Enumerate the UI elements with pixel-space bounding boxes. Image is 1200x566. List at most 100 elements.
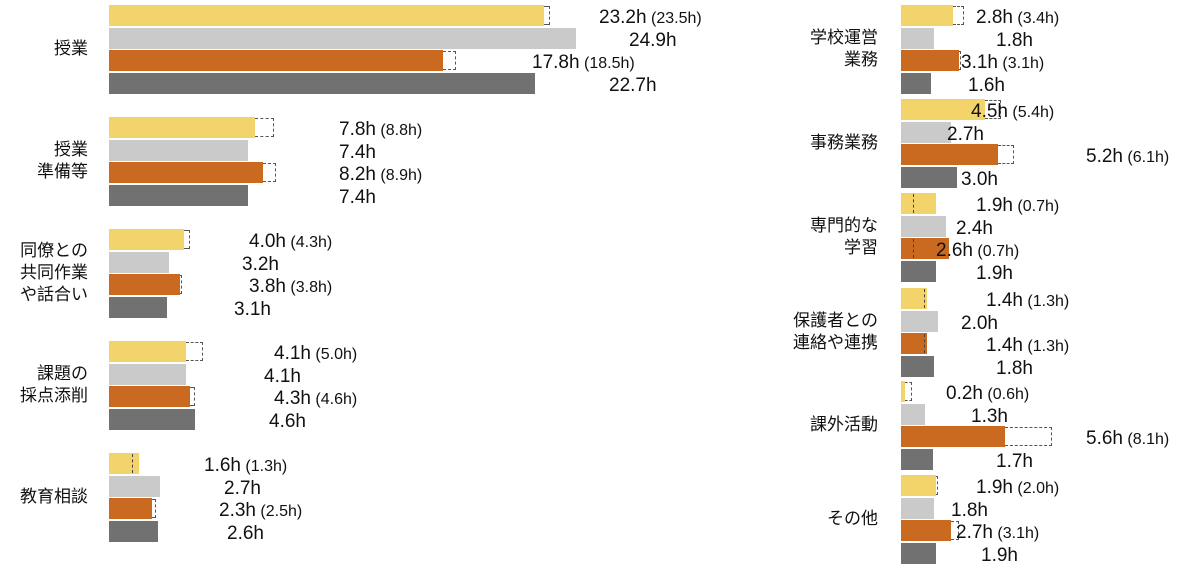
bar (109, 475, 160, 497)
previous-value-outline (189, 387, 196, 406)
value-label: 4.0h (4.3h) (249, 231, 333, 252)
value-label: 4.6h (269, 410, 306, 432)
previous-value-outline (997, 145, 1015, 164)
value-label: 17.8h (18.5h) (532, 52, 635, 73)
value-label: 4.5h (5.4h) (971, 101, 1055, 122)
value-label: 3.1h (3.1h) (961, 52, 1045, 73)
category-label: 授業 (54, 39, 88, 59)
category-label: 保護者との 連絡や連携 (793, 311, 878, 353)
value-label: 4.1h (5.0h) (274, 343, 358, 364)
bar (109, 363, 186, 385)
bar (901, 333, 928, 354)
bar (901, 288, 928, 309)
bar (109, 184, 248, 206)
value-label: 22.7h (609, 74, 657, 96)
value-label: 2.8h (3.4h) (976, 7, 1060, 28)
value-label: 7.4h (339, 186, 376, 208)
previous-value-outline (255, 118, 274, 137)
bar (901, 193, 937, 214)
bar (109, 139, 248, 161)
bar (109, 408, 196, 430)
value-label: 24.9h (629, 29, 677, 51)
value-label: 1.9h (976, 262, 1013, 284)
bar (109, 72, 535, 94)
value-label: 5.2h (6.1h) (1086, 146, 1170, 167)
value-label: 4.3h (4.6h) (274, 388, 358, 409)
bar (109, 50, 443, 71)
value-label: 1.8h (996, 357, 1033, 379)
value-label: 2.7h (3.1h) (956, 522, 1040, 543)
bar (901, 497, 935, 519)
bar (901, 144, 998, 165)
category-label: 学校運営 業務 (810, 28, 878, 70)
bar (901, 355, 935, 377)
bar (109, 162, 263, 183)
bar (901, 166, 957, 188)
bar (109, 498, 153, 519)
value-label: 1.6h (1.3h) (204, 455, 288, 476)
bar (901, 50, 959, 71)
bar (901, 310, 939, 332)
bar (109, 5, 544, 26)
value-label: 1.6h (968, 74, 1005, 96)
bar (109, 251, 169, 273)
category-label: 課題の 採点添削 (20, 364, 88, 406)
bar (901, 99, 985, 120)
value-label: 2.7h (947, 123, 984, 145)
bar (901, 260, 937, 282)
bar (109, 27, 576, 49)
bar (109, 117, 256, 138)
bar (901, 448, 933, 470)
value-label: 2.6h (227, 522, 264, 544)
previous-value-outline (262, 163, 276, 182)
category-label: 同僚との 共同作業 や話合い (20, 241, 88, 305)
category-label: その他 (827, 509, 878, 529)
value-label: 1.4h (1.3h) (986, 335, 1070, 356)
bar (901, 426, 1006, 447)
category-label: 教育相談 (20, 487, 88, 507)
value-label: 1.7h (996, 450, 1033, 472)
value-label: 7.8h (8.8h) (339, 119, 423, 140)
value-label: 1.8h (996, 29, 1033, 51)
bar (109, 274, 181, 295)
value-label: 5.6h (8.1h) (1086, 428, 1170, 449)
category-label: 授業 準備等 (37, 140, 88, 182)
value-label: 3.2h (242, 253, 279, 275)
value-label: 3.0h (961, 168, 998, 190)
value-label: 1.3h (971, 405, 1008, 427)
bar (901, 72, 931, 94)
bar (109, 453, 139, 474)
bar (901, 121, 952, 143)
category-label: 事務業務 (810, 133, 878, 153)
previous-value-outline (180, 275, 183, 294)
bar (901, 381, 905, 402)
bar (901, 542, 937, 564)
value-label: 2.7h (224, 477, 261, 499)
previous-value-outline (958, 51, 961, 70)
value-label: 23.2h (23.5h) (599, 7, 702, 28)
previous-value-outline (901, 239, 915, 258)
value-label: 0.2h (0.6h) (946, 383, 1030, 404)
value-label: 2.4h (956, 217, 993, 239)
previous-value-outline (109, 454, 134, 473)
previous-value-outline (953, 6, 965, 25)
value-label: 7.4h (339, 141, 376, 163)
bar (901, 403, 926, 425)
value-label: 2.6h (0.7h) (936, 240, 1020, 261)
previous-value-outline (901, 194, 915, 213)
previous-value-outline (901, 334, 926, 353)
value-label: 1.9h (981, 544, 1018, 566)
value-label: 1.4h (1.3h) (986, 290, 1070, 311)
category-label: 課外活動 (810, 415, 878, 435)
value-label: 4.1h (264, 365, 301, 387)
previous-value-outline (936, 476, 939, 495)
category-label: 専門的な 学習 (810, 216, 878, 258)
previous-value-outline (951, 521, 959, 540)
previous-value-outline (152, 499, 156, 518)
bar (901, 215, 946, 237)
value-label: 3.1h (234, 298, 271, 320)
previous-value-outline (442, 51, 456, 70)
value-label: 2.3h (2.5h) (219, 500, 303, 521)
previous-value-outline (901, 289, 926, 308)
